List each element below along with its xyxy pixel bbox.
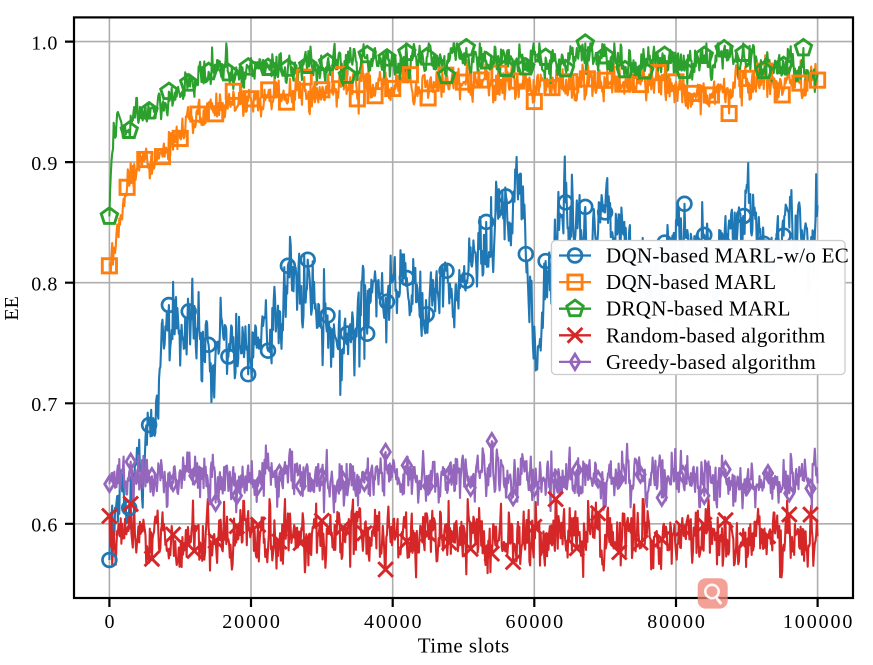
svg-text:DQN-based MARL-w/o EC: DQN-based MARL-w/o EC	[606, 244, 849, 268]
svg-text:DQN-based MARL: DQN-based MARL	[606, 270, 776, 294]
svg-text:Random-based algorithm: Random-based algorithm	[606, 323, 825, 347]
svg-text:0: 0	[104, 611, 116, 633]
svg-text:Time slots: Time slots	[418, 634, 510, 658]
svg-text:0.8: 0.8	[31, 274, 58, 296]
svg-text:EE: EE	[1, 296, 23, 320]
svg-text:DRQN-based MARL: DRQN-based MARL	[606, 297, 791, 321]
svg-text:100000: 100000	[783, 611, 854, 633]
svg-text:Greedy-based algorithm: Greedy-based algorithm	[606, 350, 816, 374]
svg-text:0.7: 0.7	[31, 394, 58, 416]
svg-text:20000: 20000	[222, 611, 282, 633]
svg-text:60000: 60000	[506, 611, 566, 633]
svg-text:40000: 40000	[364, 611, 424, 633]
svg-text:80000: 80000	[647, 611, 707, 633]
svg-text:0.9: 0.9	[31, 153, 58, 175]
svg-text:1.0: 1.0	[31, 33, 58, 55]
svg-text:0.6: 0.6	[31, 515, 58, 537]
